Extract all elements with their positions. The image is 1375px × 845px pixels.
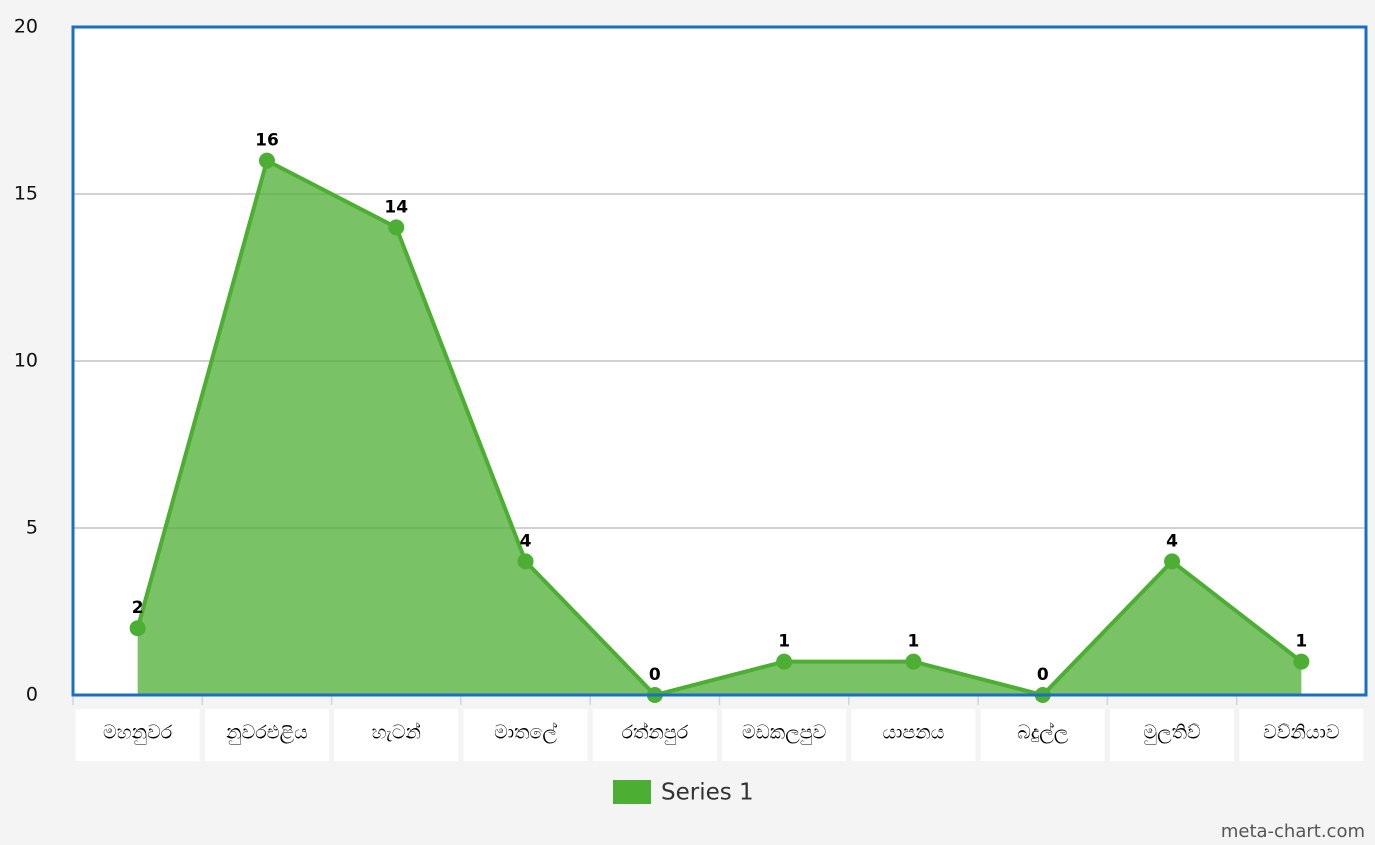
line — [135, 157, 1303, 698]
point — [1164, 553, 1181, 570]
point — [388, 219, 405, 236]
data-label: 4 — [1166, 531, 1178, 551]
x-tick-label: මුලතිව් — [1143, 722, 1200, 745]
data-label: 1 — [778, 632, 790, 652]
y-tick-label: 10 — [14, 350, 38, 372]
data-label: 14 — [384, 197, 408, 217]
data-label: 1 — [908, 632, 920, 652]
x-label-box — [334, 709, 459, 761]
data-label: 4 — [520, 531, 532, 551]
data-label: 0 — [1037, 665, 1049, 685]
point — [905, 653, 922, 670]
x-label-box — [722, 709, 847, 761]
y-tick-label: 20 — [14, 16, 38, 38]
x-tick-label: නුවරඑළිය — [226, 722, 308, 745]
x-label-box — [1110, 709, 1235, 761]
data-label: 2 — [132, 598, 144, 618]
x-tick-label: මහනුවර — [103, 722, 173, 745]
point — [776, 653, 793, 670]
plot-border — [71, 25, 1368, 697]
x-label-box — [204, 709, 329, 761]
x-tick-label: යාපනය — [883, 722, 945, 744]
point — [517, 553, 534, 570]
x-tick-label: මාතලේ — [494, 721, 557, 743]
x-label-box — [1239, 709, 1364, 761]
data-label: 0 — [649, 665, 661, 685]
x-tick-label: හැටන් — [372, 721, 421, 743]
x-label-box — [463, 709, 588, 761]
x-tick-label: වව්නියාව — [1263, 722, 1339, 744]
legend-swatch — [613, 780, 651, 804]
x-tick-label: රත්නපුර — [622, 721, 689, 745]
y-tick-label: 15 — [14, 183, 38, 205]
y-tick-label: 5 — [26, 517, 38, 539]
credit: meta-chart.com — [1221, 821, 1365, 842]
legend-label: Series 1 — [661, 780, 754, 806]
x-tick-label: මඩකලපුව — [742, 722, 826, 746]
y-tick-label: 0 — [26, 684, 38, 706]
data-label: 16 — [255, 131, 279, 151]
area — [137, 160, 1302, 696]
x-label-box — [851, 709, 976, 761]
x-label-box — [592, 709, 717, 761]
point — [258, 152, 275, 169]
x-label-box — [75, 709, 200, 761]
data-label: 1 — [1295, 632, 1307, 652]
point — [129, 620, 146, 637]
x-tick-label: බදුල්ල — [1017, 721, 1069, 743]
point — [1293, 653, 1310, 670]
x-label-box — [980, 709, 1105, 761]
